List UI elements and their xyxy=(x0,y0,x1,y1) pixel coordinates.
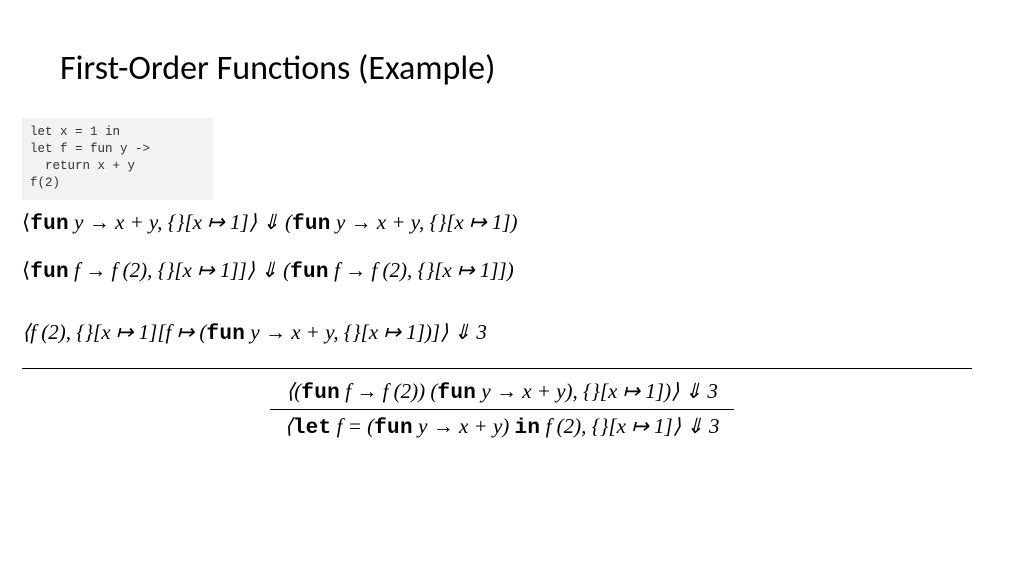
code-line-1: let x = 1 in xyxy=(30,125,120,139)
code-line-4: f(2) xyxy=(30,176,60,190)
keyword-fun: fun xyxy=(292,213,331,236)
code-block: let x = 1 in let f = fun y -> return x +… xyxy=(22,118,213,200)
math-line-2: ⟨fun f → f (2), {}[x ↦ 1]]⟩ ⇓ (fun f → f… xyxy=(22,258,982,284)
keyword-fun: fun xyxy=(206,323,245,346)
rule-numerator: ⟨(fun f → f (2)) (fun y → x + y), {}[x ↦… xyxy=(270,377,733,407)
keyword-fun: fun xyxy=(301,382,340,405)
keyword-in: in xyxy=(515,417,541,440)
keyword-fun: fun xyxy=(30,213,69,236)
keyword-fun: fun xyxy=(30,261,69,284)
code-line-3: return x + y xyxy=(30,159,135,173)
math-line-3: ⟨f (2), {}[x ↦ 1][f ↦ (fun y → x + y, {}… xyxy=(22,320,982,346)
horizontal-rule xyxy=(22,368,972,369)
fraction-line xyxy=(270,409,733,410)
slide: First-Order Functions (Example) let x = … xyxy=(0,0,1024,576)
keyword-let: let xyxy=(293,417,332,440)
keyword-fun: fun xyxy=(437,382,476,405)
math-line-1: ⟨fun y → x + y, {}[x ↦ 1]⟩ ⇓ (fun y → x … xyxy=(22,210,982,236)
code-line-2: let f = fun y -> xyxy=(30,142,150,156)
keyword-fun: fun xyxy=(290,261,329,284)
slide-title: First-Order Functions (Example) xyxy=(60,48,495,89)
math-region: ⟨fun y → x + y, {}[x ↦ 1]⟩ ⇓ (fun y → x … xyxy=(22,210,982,442)
keyword-fun: fun xyxy=(374,417,413,440)
rule-denominator: ⟨let f = (fun y → x + y) in f (2), {}[x … xyxy=(270,412,733,442)
inference-rule: ⟨(fun f → f (2)) (fun y → x + y), {}[x ↦… xyxy=(22,377,982,442)
